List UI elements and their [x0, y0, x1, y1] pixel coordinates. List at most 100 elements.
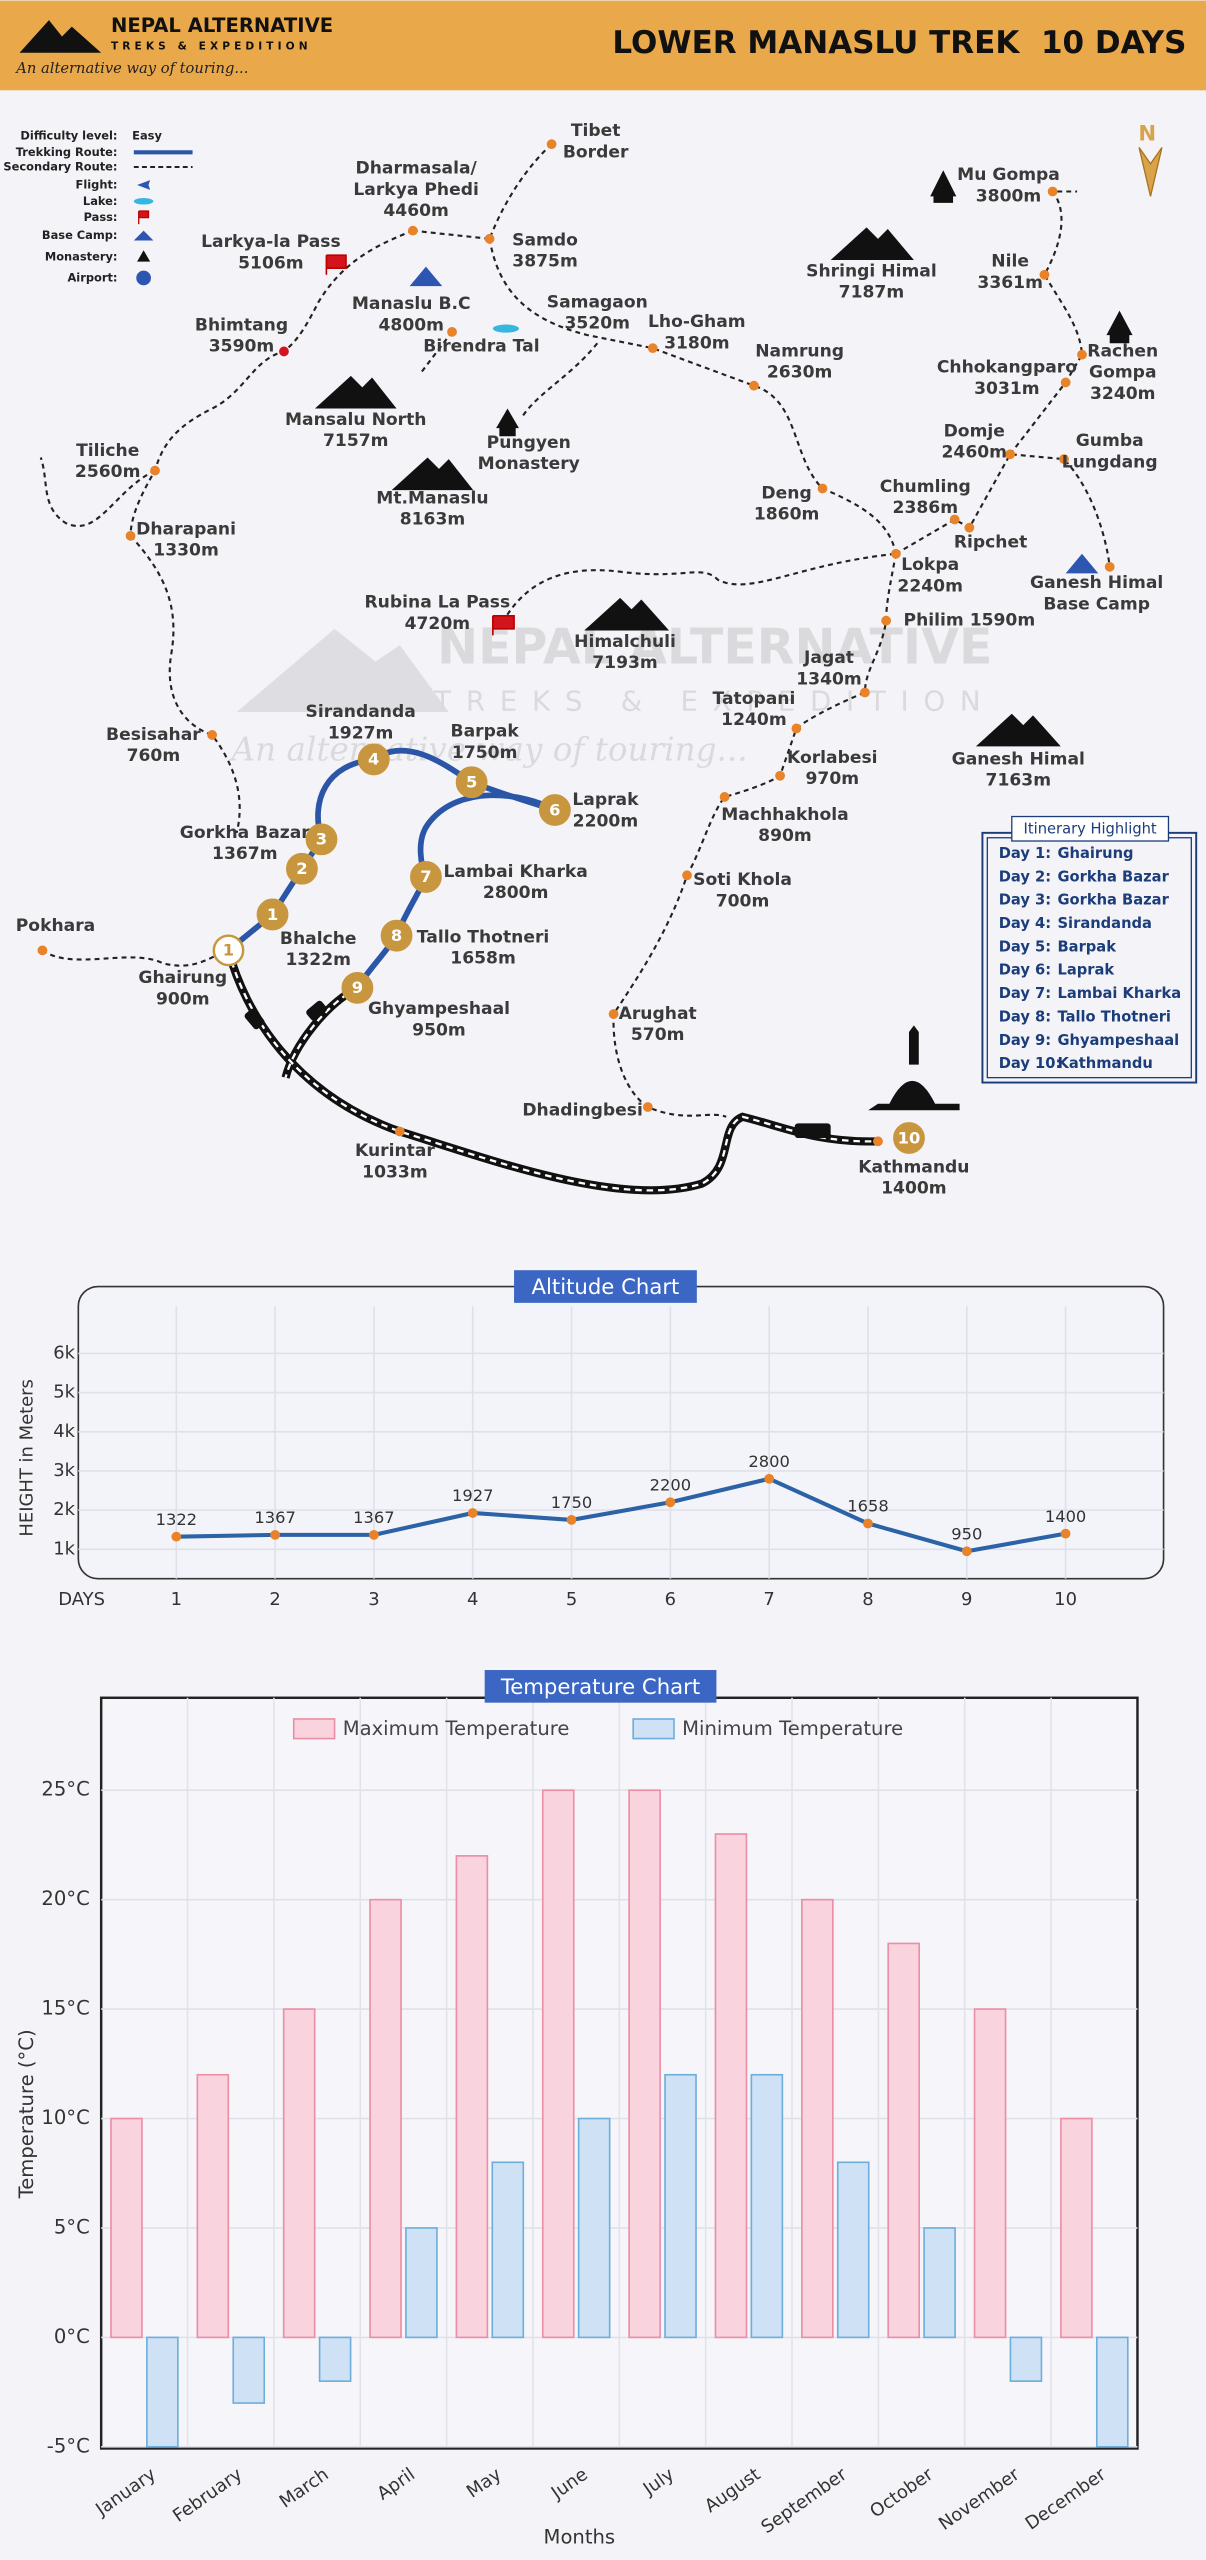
stop-number: 10	[898, 1128, 921, 1147]
temperature-bar	[664, 2073, 697, 2339]
legend-label: Pass:	[84, 210, 118, 224]
itinerary-place: Ghyampeshaal	[1057, 1032, 1179, 1049]
place-label: Manaslu B.C	[352, 294, 471, 314]
place-label: 1367m	[212, 844, 278, 864]
itinerary-day: Day 10:	[999, 1055, 1062, 1072]
map-dot	[447, 326, 457, 337]
place-label: Lokpa	[901, 555, 959, 575]
temperature-bar	[146, 2336, 179, 2448]
x-tick-label: 1	[171, 1589, 182, 1610]
itinerary-place: Ghairung	[1057, 845, 1133, 862]
place-label: Ganesh Himal	[952, 749, 1085, 769]
x-tick-label: 2	[269, 1589, 280, 1610]
stop-marker	[341, 971, 374, 1004]
place-label: Ganesh Himal	[1030, 573, 1163, 593]
stop-marker	[380, 919, 413, 952]
place-label: Base Camp	[1043, 594, 1150, 614]
value-label: 1367	[254, 1508, 295, 1527]
place-label: 1927m	[328, 723, 394, 743]
place-label: Dharapani	[136, 519, 236, 539]
x-tick-label: 5	[566, 1589, 577, 1610]
map-dot	[647, 343, 658, 354]
map-dot	[207, 730, 218, 740]
place-label: 760m	[127, 746, 181, 766]
value-label: 1322	[156, 1510, 197, 1529]
place-label: 2630m	[767, 363, 833, 383]
place-label: 5106m	[238, 253, 304, 273]
itinerary-day: Day 2:	[999, 868, 1051, 885]
x-tick-label: 8	[862, 1589, 873, 1610]
map-dot	[791, 723, 802, 734]
place-label: Deng	[761, 483, 811, 503]
x-tick-label: January	[91, 2464, 160, 2521]
header-band	[0, 0, 1206, 91]
place-label: Kurintar	[355, 1141, 435, 1161]
altitude-point	[566, 1514, 577, 1525]
legend-label: Monastery:	[45, 249, 118, 263]
y-tick-label: 5°C	[54, 2215, 90, 2238]
itinerary-place: Kathmandu	[1057, 1055, 1152, 1072]
place-label: Namrung	[755, 341, 844, 361]
place-label: 1658m	[450, 949, 516, 969]
legend-label: Secondary Route:	[3, 160, 117, 174]
place-label: 8163m	[400, 510, 466, 530]
itinerary-day: Day 6:	[999, 962, 1051, 979]
place-label: Birendra Tal	[423, 337, 539, 357]
map-dot	[394, 1126, 405, 1137]
place-label: Ghyampeshaal	[368, 999, 510, 1019]
legend-label: Base Camp:	[42, 228, 118, 242]
map-dot	[1060, 377, 1071, 388]
place-label: 1322m	[285, 950, 351, 970]
place-label: 950m	[412, 1020, 466, 1040]
place-label: 4800m	[378, 315, 444, 335]
y-tick-label: 10°C	[41, 2106, 89, 2129]
place-label: 4460m	[383, 201, 449, 221]
stop-marker	[357, 743, 390, 776]
y-tick-label: 15°C	[41, 1997, 89, 2020]
stop-marker	[285, 852, 318, 885]
itinerary-place: Gorkha Bazar	[1057, 892, 1169, 909]
value-label: 1750	[551, 1493, 592, 1512]
x-tick-label: December	[1022, 2464, 1111, 2535]
place-label: Nile	[991, 252, 1029, 272]
legend-label: Trekking Route:	[16, 145, 118, 159]
place-label: Tibet	[571, 121, 621, 141]
place-label: Lungdang	[1062, 452, 1158, 472]
place-label: Tatopani	[713, 689, 796, 709]
temperature-bar	[1009, 2336, 1043, 2382]
altitude-point	[863, 1518, 873, 1529]
itinerary-day: Day 1:	[999, 845, 1051, 862]
place-label: Samdo	[512, 230, 578, 250]
y-tick-label: 2k	[53, 1499, 75, 1520]
place-label: Mt.Manaslu	[376, 488, 488, 508]
temperature-bar	[577, 2117, 611, 2339]
value-label: 2800	[748, 1452, 789, 1471]
stop-number: 5	[466, 773, 477, 792]
place-label: Tiliche	[76, 441, 139, 461]
map-dot	[407, 225, 418, 236]
brand: NEPAL ALTERNATIVE	[111, 14, 333, 37]
compass: N	[1138, 121, 1156, 146]
place-label: 3520m	[565, 314, 631, 334]
itinerary-frame	[981, 815, 1198, 1084]
place-label: Lambai Kharka	[444, 862, 588, 882]
place-label: 2240m	[897, 576, 963, 596]
place-label: Dharmasala/	[356, 159, 478, 179]
map-dot	[817, 483, 828, 494]
map-dot	[125, 530, 136, 541]
altitude-point	[467, 1508, 478, 1518]
temperature-bar	[196, 2073, 230, 2339]
x-tick-label: May	[463, 2464, 506, 2503]
legend-symbols	[133, 150, 193, 286]
watermark: NEPAL ALTERNATIVE TREKS & EXPEDITION An …	[229, 619, 993, 769]
x-tick-label: 10	[1054, 1589, 1077, 1610]
place-label: 3180m	[664, 333, 730, 353]
stop-marker	[212, 934, 245, 967]
temperature-bar	[923, 2227, 956, 2339]
y-tick-label: 1k	[53, 1538, 75, 1559]
x-tick-label: 7	[763, 1589, 774, 1610]
stop-marker	[256, 898, 289, 931]
place-label: Shringi Himal	[806, 261, 937, 281]
itinerary-place: Laprak	[1057, 962, 1115, 979]
